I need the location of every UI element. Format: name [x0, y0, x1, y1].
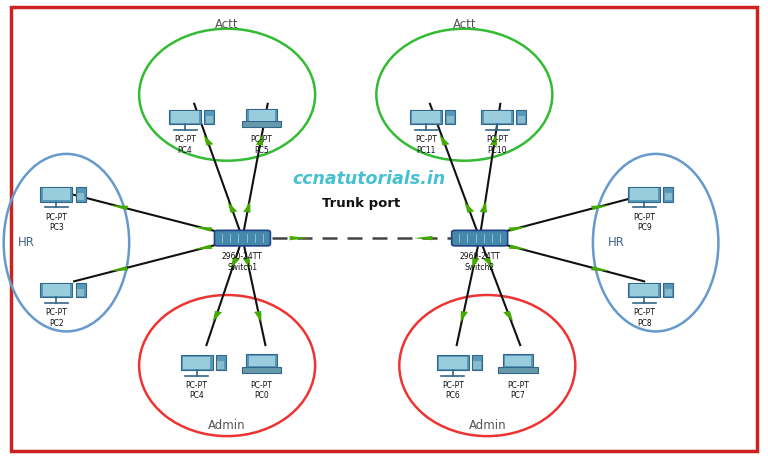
Text: PC-PT
PC10: PC-PT PC10: [486, 135, 508, 155]
Bar: [180, 355, 213, 370]
Bar: [482, 109, 513, 124]
Polygon shape: [230, 257, 240, 268]
Text: PC-PT
PC9: PC-PT PC9: [634, 213, 655, 232]
Text: HR: HR: [18, 236, 35, 249]
Bar: [171, 111, 199, 123]
Bar: [518, 115, 525, 123]
Text: PC-PT
PC2: PC-PT PC2: [45, 308, 68, 327]
Bar: [664, 283, 674, 297]
Bar: [631, 188, 658, 200]
Bar: [75, 187, 86, 202]
Text: PC-PT
PC3: PC-PT PC3: [45, 213, 68, 232]
Bar: [247, 354, 276, 368]
Bar: [247, 109, 276, 122]
Text: 2960-24TT
Switch2: 2960-24TT Switch2: [459, 252, 500, 272]
Polygon shape: [194, 245, 213, 250]
Bar: [445, 109, 455, 124]
Text: PC-PT
PC5: PC-PT PC5: [250, 135, 273, 155]
Polygon shape: [508, 227, 528, 232]
Bar: [249, 356, 274, 366]
Bar: [628, 283, 660, 297]
Text: Actt: Actt: [215, 18, 239, 31]
Bar: [437, 355, 468, 370]
Bar: [410, 109, 442, 124]
Text: PC-PT
PC6: PC-PT PC6: [442, 381, 464, 400]
Bar: [473, 361, 481, 369]
Bar: [242, 367, 281, 373]
Polygon shape: [461, 311, 468, 322]
Text: Trunk port: Trunk port: [322, 197, 400, 211]
Polygon shape: [227, 202, 237, 213]
Polygon shape: [194, 227, 213, 232]
Bar: [664, 187, 674, 202]
Polygon shape: [213, 311, 222, 322]
Polygon shape: [109, 205, 128, 210]
Polygon shape: [503, 311, 513, 322]
Bar: [498, 367, 538, 373]
Polygon shape: [591, 266, 610, 271]
Bar: [217, 361, 224, 369]
Bar: [77, 193, 84, 200]
Text: Admin: Admin: [468, 419, 506, 431]
Bar: [75, 283, 86, 297]
Bar: [484, 111, 511, 123]
Text: 2960-24TT
Switch1: 2960-24TT Switch1: [222, 252, 263, 272]
Bar: [77, 289, 84, 296]
Polygon shape: [414, 236, 432, 240]
Text: Admin: Admin: [208, 419, 246, 431]
Bar: [628, 187, 660, 202]
Bar: [516, 109, 527, 124]
Text: PC-PT
PC11: PC-PT PC11: [415, 135, 437, 155]
Bar: [472, 355, 482, 370]
Text: Actt: Actt: [452, 18, 476, 31]
Bar: [665, 193, 672, 200]
Polygon shape: [483, 257, 493, 268]
Bar: [631, 284, 658, 296]
Polygon shape: [243, 257, 250, 269]
Bar: [41, 283, 72, 297]
Bar: [204, 109, 214, 124]
Polygon shape: [204, 135, 214, 146]
Bar: [169, 109, 201, 124]
Bar: [43, 284, 70, 296]
Bar: [447, 115, 454, 123]
Bar: [665, 289, 672, 296]
Polygon shape: [243, 202, 250, 213]
Polygon shape: [439, 135, 449, 146]
Bar: [206, 115, 213, 123]
Text: PC-PT
PC8: PC-PT PC8: [634, 308, 655, 327]
Bar: [242, 121, 281, 127]
Text: PC-PT
PC0: PC-PT PC0: [250, 381, 273, 400]
Text: PC-PT
PC7: PC-PT PC7: [507, 381, 529, 400]
Polygon shape: [290, 236, 308, 240]
Polygon shape: [472, 257, 479, 269]
FancyBboxPatch shape: [452, 230, 508, 246]
Bar: [439, 357, 467, 369]
Bar: [412, 111, 440, 123]
Text: PC-PT
PC4: PC-PT PC4: [174, 135, 196, 155]
Polygon shape: [254, 311, 262, 322]
Bar: [41, 187, 72, 202]
Text: ccnatutorials.in: ccnatutorials.in: [292, 170, 445, 188]
Bar: [505, 356, 531, 366]
Polygon shape: [109, 266, 128, 271]
Bar: [43, 188, 70, 200]
Polygon shape: [479, 202, 487, 213]
Text: HR: HR: [608, 236, 625, 249]
Polygon shape: [508, 245, 528, 250]
Bar: [183, 357, 210, 369]
Bar: [502, 354, 533, 368]
Polygon shape: [591, 205, 610, 210]
Polygon shape: [256, 134, 263, 146]
Bar: [216, 355, 226, 370]
Bar: [249, 110, 274, 120]
FancyBboxPatch shape: [214, 230, 270, 246]
Polygon shape: [465, 202, 475, 213]
Polygon shape: [490, 134, 497, 146]
Text: PC-PT
PC4: PC-PT PC4: [186, 381, 207, 400]
